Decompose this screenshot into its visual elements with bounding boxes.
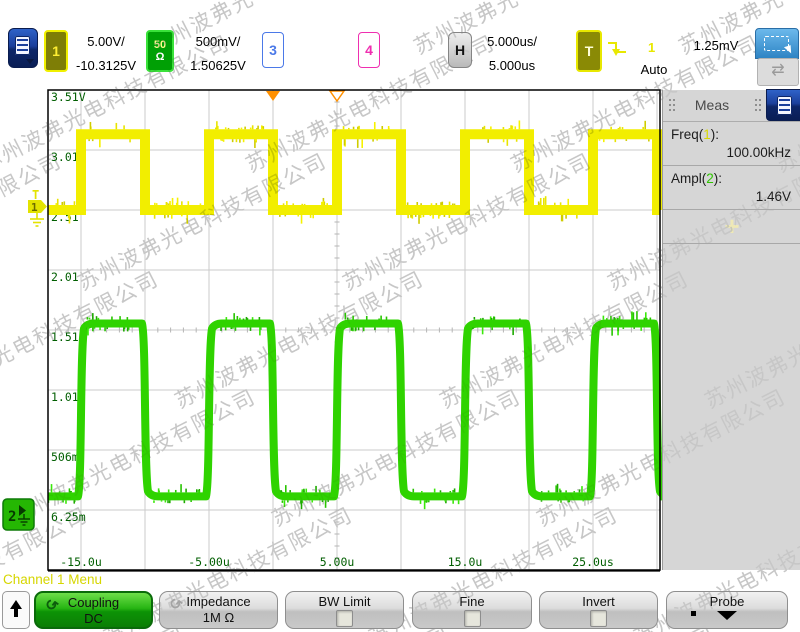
softkey-menu-title: Channel 1 Menu	[3, 572, 103, 587]
channel1-ground-marker: T1	[28, 188, 47, 227]
v-axis-label: 6.25m	[51, 510, 86, 524]
bw-limit-checkbox[interactable]	[336, 610, 353, 627]
zoom-region-button[interactable]	[755, 28, 799, 59]
freq-source: 1	[703, 127, 711, 142]
channel3-badge[interactable]: 3	[262, 32, 284, 68]
ampl-value: 1.46V	[755, 189, 791, 204]
trigger-level: 1.25mV	[693, 38, 739, 53]
coupling-value: DC	[84, 611, 103, 626]
double-arrow-icon: ⇄	[771, 62, 785, 79]
v-axis-label: 3.51V	[51, 90, 86, 104]
t-axis-label: -15.0u	[60, 555, 102, 569]
measurement-menu-button[interactable]	[766, 89, 800, 121]
channel1-badge[interactable]: 1	[44, 30, 68, 72]
t-axis-label: 25.0us	[572, 555, 614, 569]
freq-value: 100.00kHz	[726, 145, 791, 160]
invert-label: Invert	[582, 594, 615, 609]
add-measurement-button[interactable]: +	[663, 210, 800, 244]
submenu-arrow-stem	[691, 611, 696, 616]
v-axis-label: 3.01	[51, 150, 79, 164]
t-axis-label: -5.00u	[188, 555, 230, 569]
t-axis-label: 15.0u	[448, 555, 483, 569]
measurement-freq[interactable]: Freq(1): 100.00kHz	[663, 122, 800, 166]
ampl-label: Ampl(	[671, 171, 707, 186]
channel2-ground-marker: 2	[2, 498, 35, 531]
cursor-arrow-icon	[783, 45, 794, 55]
measurement-panel-title: Meas	[694, 97, 730, 113]
channel2-impedance-50: 50	[153, 39, 167, 51]
coupling-label: Coupling	[67, 595, 120, 610]
menu-list-icon	[777, 96, 792, 115]
softkey-impedance[interactable]: ↺ Impedance 1M Ω	[159, 591, 278, 629]
channel2-badge[interactable]: 50 Ω	[146, 30, 174, 72]
channel1-offset: -10.3125V	[76, 58, 136, 73]
v-axis-label: 2.01	[51, 270, 79, 284]
trigger-falling-edge-icon	[608, 42, 626, 56]
ch2-waveform	[47, 311, 663, 510]
softkey-bw-limit[interactable]: BW Limit	[285, 591, 404, 629]
measurement-panel: Meas Freq(1): 100.00kHz Ampl(2): 1.46V +	[662, 89, 800, 570]
channel2-offset: 1.50625V	[190, 58, 246, 73]
trigger-time-marker	[266, 91, 280, 101]
freq-label-close: ):	[710, 127, 720, 142]
t-axis-label: 5.00u	[320, 555, 355, 569]
freq-label: Freq(	[671, 127, 704, 142]
up-arrow-stem	[14, 608, 18, 617]
horizontal-delay: 5.000us	[488, 58, 536, 73]
impedance-label: Impedance	[186, 594, 251, 609]
horizontal-settings[interactable]: 5.000us/ 5.000us	[474, 34, 550, 74]
grip-dots-icon	[755, 99, 757, 101]
trigger-badge[interactable]: T	[576, 30, 602, 72]
channel1-scale: 5.00V/	[87, 34, 125, 49]
probe-label: Probe	[709, 594, 745, 609]
softkey-probe[interactable]: Probe	[666, 591, 788, 629]
softkey-invert[interactable]: Invert	[539, 591, 658, 629]
submenu-down-arrow-icon	[717, 611, 737, 620]
channel4-badge[interactable]: 4	[358, 32, 380, 68]
ampl-label-close: ):	[713, 171, 723, 186]
ch1-waveform	[48, 120, 662, 224]
horizontal-badge[interactable]: H	[448, 32, 472, 68]
impedance-value: 1M Ω	[202, 610, 235, 625]
channel2-scale: 500mV/	[195, 34, 241, 49]
time-reference-marker	[328, 90, 346, 103]
axis-labels: 3.51V3.012.512.011.511.01506m6.25m-15.0u…	[51, 90, 614, 569]
menu-back-button[interactable]	[2, 591, 30, 629]
trigger-source: 1	[648, 40, 656, 55]
trigger-mode: Auto	[640, 62, 668, 77]
main-menu-button[interactable]	[8, 28, 38, 68]
measurement-panel-header[interactable]: Meas	[663, 89, 800, 122]
softkey-fine[interactable]: Fine	[412, 591, 532, 629]
invert-checkbox[interactable]	[590, 610, 607, 627]
pan-zoom-button[interactable]: ⇄	[757, 58, 799, 86]
v-axis-label: 1.01	[51, 390, 79, 404]
channel1-settings[interactable]: 5.00V/ -10.3125V	[64, 34, 148, 74]
menu-list-icon	[15, 36, 30, 55]
fine-checkbox[interactable]	[463, 610, 481, 627]
grip-dots-icon	[669, 99, 671, 101]
ampl-source: 2	[706, 171, 714, 186]
svg-text:1: 1	[31, 201, 38, 214]
channel2-impedance-ohm: Ω	[155, 51, 165, 63]
softkey-coupling[interactable]: ↺ Coupling DC	[34, 591, 153, 629]
waveform-display[interactable]: 3.51V3.012.512.011.511.01506m6.25m-15.0u…	[0, 88, 663, 572]
horizontal-scale: 5.000us/	[487, 34, 537, 49]
fine-label: Fine	[459, 594, 485, 609]
v-axis-label: 506m	[51, 450, 79, 464]
v-axis-label: 1.51	[51, 330, 79, 344]
selection-rect-icon	[764, 36, 789, 51]
measurement-ampl[interactable]: Ampl(2): 1.46V	[663, 166, 800, 210]
up-arrow-icon	[10, 600, 22, 609]
bw-limit-label: BW Limit	[318, 594, 371, 609]
svg-text:T: T	[32, 188, 39, 202]
svg-text:2: 2	[8, 509, 16, 525]
menu-dropdown-arrow-icon	[26, 59, 34, 64]
channel2-settings[interactable]: 500mV/ 1.50625V	[174, 34, 262, 74]
